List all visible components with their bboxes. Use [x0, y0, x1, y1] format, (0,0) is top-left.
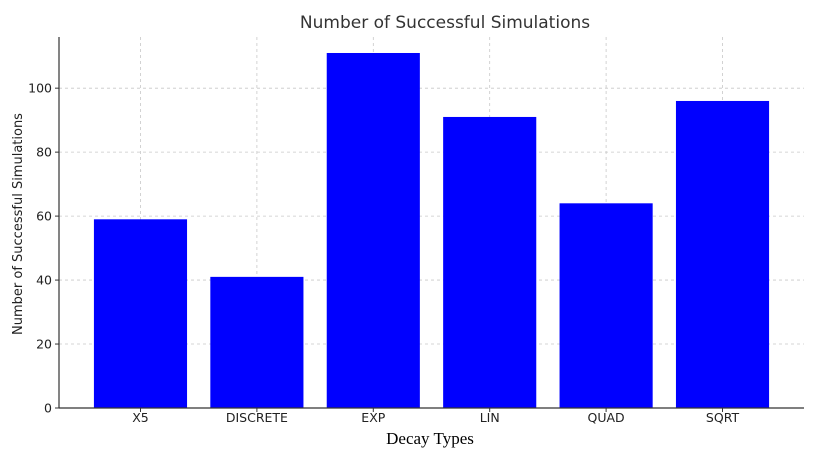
x-tick-label-sqrt: SQRT — [706, 410, 740, 425]
x-tick-label-x5: X5 — [132, 410, 149, 425]
y-tick-label: 80 — [36, 145, 52, 160]
y-tick-label: 60 — [36, 209, 52, 224]
chart-title: Number of Successful Simulations — [300, 13, 590, 33]
bar-lin — [443, 116, 537, 408]
bar-discrete — [210, 276, 304, 408]
y-tick-label: 100 — [28, 81, 52, 96]
bar-sqrt — [675, 100, 770, 408]
axes-layer — [58, 37, 804, 409]
bar-x5 — [93, 219, 188, 408]
bar-exp — [326, 52, 420, 408]
bar-quad — [559, 203, 653, 408]
x-tick-label-lin: LIN — [480, 410, 500, 425]
y-axis-label: Number of Successful Simulations — [11, 113, 26, 335]
y-tick-label: 0 — [44, 401, 52, 416]
x-tick-label-exp: EXP — [361, 410, 385, 425]
ticks-layer: 0 20 40 60 80 100 X5 DISCRETE EXP LIN QUAD SQRT — [28, 81, 739, 425]
y-tick-label: 40 — [36, 273, 52, 288]
x-tick-label-discrete: DISCRETE — [226, 410, 288, 425]
x-tick-label-quad: QUAD — [588, 410, 625, 425]
x-axis-label: Decay Types — [386, 429, 474, 448]
y-tick-label: 20 — [36, 337, 52, 352]
bars-layer — [93, 52, 770, 408]
